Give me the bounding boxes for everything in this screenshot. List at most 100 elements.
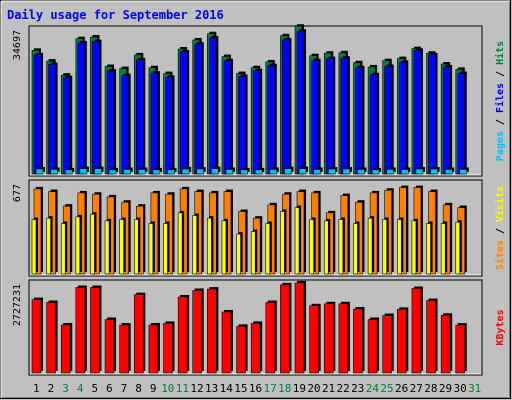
bar-kbytes-day-26 — [397, 307, 409, 374]
bar-visits-day-3 — [60, 221, 68, 275]
bar-visits-day-20 — [309, 217, 316, 275]
x-tick-label-day-28: 28 — [424, 382, 437, 395]
bar-kbytes-day-20 — [309, 303, 321, 374]
bar-files-day-7 — [121, 73, 131, 175]
bar-files-day-5 — [92, 39, 102, 175]
x-tick-label-day-17: 17 — [263, 382, 276, 395]
bar-kbytes-day-9 — [148, 323, 160, 374]
bar-pages-day-11 — [181, 167, 192, 175]
bar-visits-day-26 — [397, 217, 404, 275]
x-tick-label-day-22: 22 — [337, 382, 350, 395]
bar-pages-day-17 — [269, 167, 279, 175]
y-max-label-hits-files-pages: 34697 — [12, 30, 23, 60]
x-tick-label-day-10: 10 — [161, 382, 174, 395]
bar-visits-day-30 — [455, 220, 462, 275]
x-tick-label-day-12: 12 — [190, 382, 203, 395]
bar-kbytes-day-25 — [382, 313, 394, 374]
bar-visits-day-16 — [250, 229, 258, 275]
bar-kbytes-day-27 — [411, 286, 423, 374]
bar-files-day-8 — [135, 57, 146, 175]
bar-pages-day-25 — [386, 167, 396, 175]
legend-separator: / — [495, 113, 506, 131]
bar-files-day-4 — [77, 40, 87, 175]
bar-files-day-10 — [165, 75, 175, 175]
bar-kbytes-day-30 — [455, 323, 467, 374]
bar-files-day-3 — [62, 75, 73, 175]
bar-kbytes-day-5 — [90, 285, 102, 374]
bar-pages-day-15 — [240, 167, 250, 175]
bar-visits-day-13 — [207, 216, 214, 275]
bar-files-day-9 — [150, 71, 160, 175]
x-tick-label-day-4: 4 — [77, 382, 84, 395]
bar-pages-day-26 — [401, 167, 411, 175]
bar-pages-day-30 — [459, 167, 469, 175]
bar-visits-day-7 — [119, 217, 126, 275]
x-tick-label-day-14: 14 — [220, 382, 234, 395]
x-tick-label-day-23: 23 — [351, 382, 364, 395]
y-max-label-kbytes: 2727231 — [12, 284, 23, 326]
bar-kbytes-day-19 — [294, 280, 307, 374]
x-tick-label-day-24: 24 — [366, 382, 380, 395]
x-tick-label-day-16: 16 — [249, 382, 262, 395]
bar-pages-day-6 — [108, 167, 119, 175]
bar-visits-day-2 — [46, 216, 53, 275]
bar-visits-day-17 — [265, 221, 272, 275]
bar-visits-day-14 — [221, 218, 228, 275]
bar-files-day-12 — [194, 42, 204, 175]
bar-kbytes-day-18 — [280, 282, 292, 374]
bar-kbytes-day-23 — [353, 307, 365, 374]
bar-visits-day-5 — [90, 212, 97, 275]
bar-visits-day-10 — [163, 221, 170, 275]
bar-pages-day-10 — [167, 167, 177, 175]
bar-visits-day-12 — [192, 213, 199, 275]
bar-pages-day-20 — [313, 167, 323, 175]
bar-pages-day-28 — [430, 167, 440, 175]
legend-item-visits: Visits — [494, 186, 506, 222]
bar-visits-day-23 — [353, 221, 360, 275]
x-tick-label-day-15: 15 — [234, 382, 247, 395]
bar-files-day-19 — [296, 29, 307, 175]
bar-kbytes-day-13 — [207, 287, 219, 374]
x-tick-label-day-18: 18 — [278, 382, 291, 395]
bar-pages-day-29 — [444, 167, 455, 175]
bar-kbytes-day-12 — [192, 288, 204, 374]
bar-pages-day-23 — [357, 167, 367, 175]
bar-kbytes-day-28 — [426, 298, 438, 374]
bar-files-day-16 — [252, 68, 263, 175]
x-tick-label-day-27: 27 — [410, 382, 423, 395]
bar-pages-day-13 — [211, 166, 221, 175]
bar-visits-day-19 — [294, 205, 302, 275]
bar-kbytes-day-14 — [221, 309, 233, 374]
bar-files-day-2 — [48, 62, 58, 175]
bar-visits-day-9 — [148, 221, 155, 275]
bar-visits-day-21 — [323, 218, 331, 275]
bar-visits-day-28 — [426, 221, 433, 275]
bar-files-day-30 — [457, 71, 467, 175]
legend-item-sites: Sites — [494, 240, 506, 270]
bar-kbytes-day-21 — [323, 301, 336, 374]
legend-hits-files-pages: Pages / Files / Hits — [494, 41, 506, 161]
legend-visits-sites: Sites / Visits — [494, 186, 506, 270]
bar-files-day-15 — [238, 74, 248, 175]
legend-item-kbytes: KBytes — [495, 309, 506, 345]
bar-kbytes-day-15 — [236, 324, 248, 374]
bar-visits-day-6 — [104, 218, 112, 275]
bar-files-day-25 — [384, 64, 394, 175]
legend-separator: / — [495, 65, 506, 83]
bar-files-day-21 — [325, 56, 336, 175]
bar-pages-day-19 — [298, 166, 309, 175]
x-tick-label-day-11: 11 — [176, 382, 189, 395]
bar-kbytes-day-6 — [104, 317, 117, 374]
bar-pages-day-7 — [123, 167, 133, 175]
bar-visits-day-22 — [338, 217, 345, 275]
bar-pages-day-3 — [64, 167, 75, 175]
x-tick-label-day-20: 20 — [307, 382, 320, 395]
bar-files-day-24 — [369, 72, 380, 175]
bar-kbytes-day-17 — [265, 300, 277, 374]
bar-kbytes-day-4 — [75, 285, 87, 374]
x-tick-label-day-5: 5 — [91, 382, 98, 395]
bar-files-day-14 — [223, 58, 233, 175]
bar-pages-day-9 — [152, 167, 162, 175]
bar-files-day-18 — [282, 37, 292, 175]
